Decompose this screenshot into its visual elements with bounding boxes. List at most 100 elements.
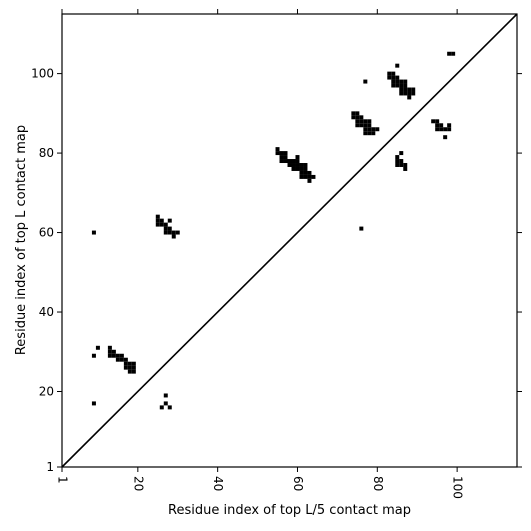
contact-cell (115, 357, 120, 362)
x-tick-label: 60 (291, 476, 305, 491)
contact-cell (295, 163, 300, 167)
contact-marks (91, 51, 456, 410)
contact-cell (163, 393, 168, 398)
contact-cell (155, 218, 160, 223)
contact-cell (435, 123, 440, 128)
contact-cell (303, 170, 308, 175)
contact-cell (127, 365, 132, 370)
contact-cell (403, 166, 408, 171)
contact-cell (279, 151, 284, 156)
contact-cell (399, 79, 404, 84)
contact-cell (395, 75, 400, 80)
contact-cell (283, 155, 288, 160)
contact-cell (123, 357, 128, 362)
contact-cell (363, 79, 368, 84)
contact-cell (131, 365, 136, 370)
x-tick-label: 100 (451, 476, 465, 499)
x-tick-label: 1 (56, 476, 70, 484)
contact-cell (407, 95, 412, 100)
contact-cell (395, 79, 400, 84)
contact-cell (159, 222, 164, 227)
contact-cell (111, 353, 116, 358)
contact-cell (359, 226, 364, 231)
contact-cell (395, 63, 400, 68)
contact-cell (443, 135, 448, 140)
contact-cell (435, 127, 440, 132)
contact-cell (127, 369, 132, 374)
y-tick-label: 80 (39, 146, 54, 160)
contact-cell (363, 119, 368, 124)
contact-cell (107, 349, 112, 354)
contact-cell (131, 369, 136, 374)
contact-cell (351, 111, 356, 116)
y-tick-label: 100 (31, 67, 54, 81)
contact-cell (307, 178, 312, 183)
contact-cell (163, 226, 168, 231)
y-tick-label: 20 (39, 385, 54, 399)
contact-cell (395, 159, 400, 164)
contact-cell (279, 155, 284, 160)
contact-cell (391, 71, 396, 76)
contact-cell (407, 91, 412, 96)
contact-cell (287, 159, 292, 164)
contact-cell (311, 174, 316, 179)
contact-cell (295, 159, 300, 164)
contact-cell (411, 91, 416, 96)
contact-cell (119, 353, 124, 358)
contact-cell (395, 163, 400, 167)
contact-cell (291, 163, 296, 167)
contact-cell (123, 361, 128, 366)
contact-cell (123, 365, 128, 370)
contact-cell (355, 123, 360, 128)
contact-cell (159, 218, 164, 223)
contact-cell (91, 401, 96, 406)
contact-cell (303, 163, 308, 167)
contact-cell (111, 349, 116, 354)
x-tick-label: 40 (211, 476, 225, 491)
contact-cell (367, 119, 372, 124)
contact-cell (395, 83, 400, 88)
contact-cell (299, 166, 304, 171)
contact-cell (395, 155, 400, 160)
contact-cell (407, 87, 412, 92)
contact-cell (375, 127, 380, 132)
contact-cell (163, 222, 168, 227)
contact-cell (355, 119, 360, 124)
contact-cell (399, 91, 404, 96)
x-tick-label: 80 (371, 476, 385, 491)
contact-cell (291, 166, 296, 171)
contact-cell (439, 127, 444, 132)
contact-cell (447, 127, 452, 132)
contact-cell (399, 163, 404, 167)
contact-cell (175, 230, 180, 235)
contact-cell (115, 353, 120, 358)
contact-cell (367, 131, 372, 136)
contact-cell (403, 79, 408, 84)
contact-cell (399, 83, 404, 88)
x-axis-label: Residue index of top L/5 contact map (168, 503, 411, 518)
contact-cell (155, 222, 160, 227)
contact-cell (399, 87, 404, 92)
contact-cell (371, 127, 376, 132)
x-tick-label: 20 (131, 476, 145, 491)
contact-cell (363, 131, 368, 136)
contact-cell (403, 163, 408, 167)
contact-cell (447, 51, 452, 56)
contact-cell (91, 230, 96, 235)
contact-cell (411, 87, 416, 92)
contact-cell (359, 123, 364, 128)
contact-cell (299, 170, 304, 175)
contact-cell (363, 127, 368, 132)
y-tick-label: 40 (39, 305, 54, 319)
contact-cell (403, 91, 408, 96)
contact-cell (431, 119, 436, 124)
contact-cell (403, 83, 408, 88)
contact-cell (95, 345, 100, 350)
contact-cell (439, 123, 444, 128)
contact-cell (303, 166, 308, 171)
contact-cell (399, 151, 404, 156)
contact-cell (435, 119, 440, 124)
contact-cell (155, 214, 160, 219)
contact-cell (451, 51, 456, 56)
